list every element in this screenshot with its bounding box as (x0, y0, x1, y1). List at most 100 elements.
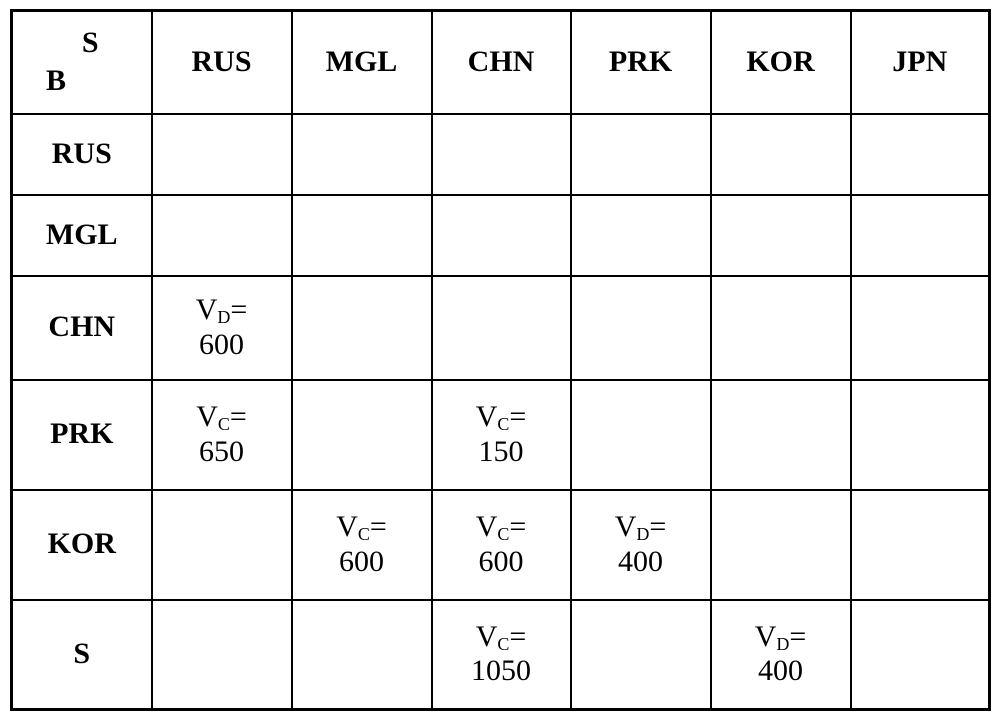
empty-cell (150, 488, 293, 601)
row-header-s: S (10, 598, 153, 711)
value-entry: VD= 600 (196, 293, 248, 362)
value-cell: VD= 400 (569, 488, 712, 601)
value-formula: VC= (196, 400, 247, 435)
value-number: 400 (618, 544, 663, 578)
empty-cell (849, 378, 991, 491)
empty-cell (849, 112, 991, 196)
value-subscript: C (497, 633, 510, 654)
empty-cell (849, 488, 991, 601)
empty-cell (290, 378, 433, 491)
empty-cell (569, 274, 712, 381)
value-cell: VC= 1050 (430, 598, 572, 711)
table-row: CHN VD= 600 (10, 274, 991, 381)
value-cell: VC= 150 (430, 378, 572, 491)
value-symbol: V (195, 293, 218, 326)
value-symbol: V (614, 510, 637, 543)
value-subscript: C (217, 414, 230, 434)
value-formula: VD= (755, 620, 807, 655)
value-cell: VC= 650 (150, 378, 293, 491)
value-cell: VC= 600 (290, 488, 433, 601)
empty-cell (430, 274, 572, 381)
row-header-rus: RUS (10, 112, 153, 196)
trade-matrix-table: S B RUS MGL CHN PRK KOR JPN RUS MGL CHN V… (10, 9, 991, 711)
value-number: 600 (478, 544, 524, 578)
value-entry: VC= 150 (476, 400, 527, 469)
empty-cell (849, 598, 991, 711)
value-entry: VD= 400 (755, 620, 807, 689)
value-equals: = (369, 510, 387, 543)
empty-cell (569, 378, 712, 491)
value-cell: VC= 600 (430, 488, 572, 601)
value-symbol: V (475, 510, 498, 543)
value-symbol: V (475, 400, 498, 433)
value-subscript: D (776, 633, 790, 654)
value-number: 650 (198, 434, 244, 468)
value-equals: = (509, 619, 527, 653)
value-formula: VC= (336, 510, 387, 545)
value-equals: = (509, 400, 527, 433)
column-header-rus: RUS (150, 9, 293, 115)
value-number: 600 (199, 327, 244, 361)
column-header-jpn: JPN (849, 9, 991, 115)
value-equals: = (230, 293, 248, 326)
column-header-kor: KOR (709, 9, 852, 115)
value-symbol: V (475, 619, 498, 653)
value-equals: = (509, 510, 527, 543)
value-formula: VC= (476, 510, 527, 545)
column-header-chn: CHN (430, 9, 572, 115)
value-equals: = (789, 619, 807, 653)
value-subscript: C (497, 414, 510, 434)
empty-cell (290, 274, 433, 381)
empty-cell (430, 112, 572, 196)
empty-cell (709, 378, 852, 491)
value-subscript: C (357, 524, 370, 544)
value-subscript: D (217, 307, 231, 327)
row-header-prk: PRK (10, 378, 153, 491)
value-equals: = (229, 400, 247, 433)
empty-cell (569, 193, 712, 277)
value-cell: VD= 400 (709, 598, 852, 711)
empty-cell (290, 112, 433, 196)
corner-seller-label: S (81, 26, 99, 59)
value-subscript: D (636, 524, 650, 544)
header-row: S B RUS MGL CHN PRK KOR JPN (10, 9, 991, 115)
value-symbol: V (336, 510, 358, 543)
value-equals: = (649, 510, 667, 543)
row-header-kor: KOR (10, 488, 153, 601)
value-symbol: V (754, 619, 777, 653)
table-row: MGL (10, 193, 991, 277)
value-number: 150 (478, 434, 524, 468)
value-formula: VD= (196, 293, 248, 328)
table-row: S VC= 1050 VD= 400 (10, 598, 991, 711)
value-number: 1050 (471, 654, 531, 688)
empty-cell (709, 193, 852, 277)
row-header-chn: CHN (10, 274, 153, 381)
value-subscript: C (497, 524, 510, 544)
value-number: 600 (338, 544, 384, 578)
value-symbol: V (196, 400, 218, 433)
table-row: RUS (10, 112, 991, 196)
empty-cell (709, 112, 852, 196)
value-number: 400 (758, 654, 803, 688)
corner-cell: S B (10, 9, 153, 115)
empty-cell (430, 193, 572, 277)
row-header-mgl: MGL (10, 193, 153, 277)
value-entry: VD= 400 (615, 510, 667, 579)
empty-cell (150, 598, 293, 711)
column-header-mgl: MGL (290, 9, 433, 115)
empty-cell (849, 193, 991, 277)
value-entry: VC= 1050 (471, 620, 531, 689)
table-row: KOR VC= 600 VC= 600 VD= 400 (10, 488, 991, 601)
column-header-prk: PRK (569, 9, 712, 115)
table-row: PRK VC= 650 VC= 150 (10, 378, 991, 491)
empty-cell (849, 274, 991, 381)
value-entry: VC= 600 (336, 510, 387, 579)
empty-cell (290, 193, 433, 277)
empty-cell (709, 488, 852, 601)
empty-cell (150, 112, 293, 196)
empty-cell (150, 193, 293, 277)
empty-cell (290, 598, 433, 711)
value-formula: VD= (615, 510, 667, 545)
value-formula: VC= (476, 400, 527, 435)
corner-buyer-label: B (46, 64, 67, 97)
